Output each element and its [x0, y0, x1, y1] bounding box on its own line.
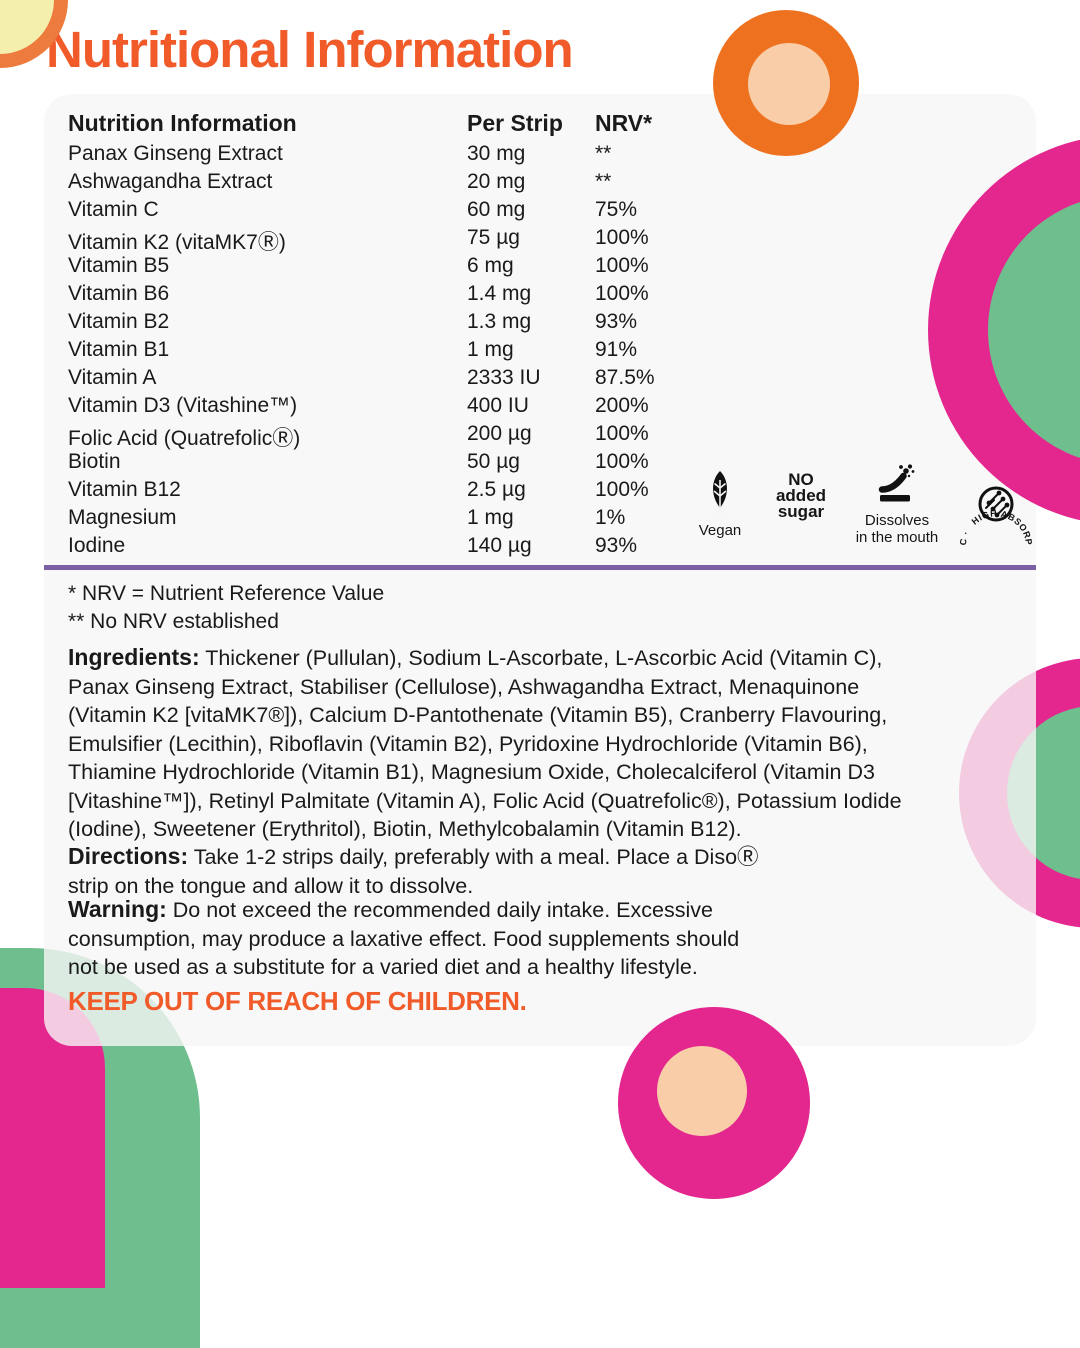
bottom-center-peach-circle — [657, 1046, 747, 1136]
nutrient-amount: 50 µg — [467, 450, 520, 473]
table-row: Biotin 50 µg 100% — [68, 450, 828, 478]
ingredients-paragraph: Ingredients: Thickener (Pullulan), Sodiu… — [68, 643, 910, 844]
nutrient-nrv: 100% — [595, 226, 649, 249]
table-row: Vitamin K2 (vitaMK7Ⓡ) 75 µg 100% — [68, 226, 828, 254]
page-title: Nutritional Information — [46, 21, 574, 78]
dissolves-badge: Dissolves in the mouth — [844, 464, 950, 546]
nutrient-name: Folic Acid (QuatrefolicⓇ) — [68, 427, 301, 450]
nutrient-amount: 30 mg — [467, 142, 526, 165]
nutrient-amount: 2333 IU — [467, 366, 541, 389]
table-row: Folic Acid (QuatrefolicⓇ) 200 µg 100% — [68, 422, 828, 450]
nutrient-name: Panax Ginseng Extract — [68, 142, 283, 165]
footnote-no-nrv: ** No NRV established — [68, 610, 279, 633]
nutrient-name: Biotin — [68, 450, 121, 473]
table-row: Vitamin C 60 mg 75% — [68, 198, 828, 226]
nutrient-name: Vitamin A — [68, 366, 157, 389]
nutrient-name: Vitamin D3 (Vitashine™) — [68, 394, 298, 417]
warning-text: Do not exceed the recommended daily inta… — [68, 898, 740, 979]
dissolves-label-line2: in the mouth — [855, 529, 939, 546]
vegan-leaf-icon — [713, 471, 727, 515]
nutrient-nrv: 1% — [595, 506, 626, 529]
nutrient-amount: 400 IU — [467, 394, 529, 417]
table-row: Vitamin B2 1.3 mg 93% — [68, 310, 828, 338]
table-row: Iodine 140 µg 93% — [68, 534, 828, 562]
vegan-label: Vegan — [698, 522, 742, 539]
nutrient-nrv: 100% — [595, 254, 649, 277]
nutrient-amount: 1.4 mg — [467, 282, 532, 305]
table-row: Vitamin A 2333 IU 87.5% — [68, 366, 828, 394]
nutrient-nrv: ** — [595, 170, 612, 193]
directions-paragraph: Directions: Take 1-2 strips daily, prefe… — [68, 842, 768, 900]
no-added-sugar-line3: sugar — [777, 502, 825, 521]
table-row: Magnesium 1 mg 1% — [68, 506, 828, 534]
nutrient-name: Iodine — [68, 534, 126, 557]
nutrient-name: Vitamin B12 — [68, 478, 181, 501]
nutrient-nrv: 100% — [595, 282, 649, 305]
nutrient-amount: 75 µg — [467, 226, 520, 249]
nutrient-amount: 140 µg — [467, 534, 532, 557]
absorbatec-badge: HIGH ABSORPTION · ABSORBATEC · — [956, 462, 1036, 546]
no-added-sugar-line2: added — [775, 486, 827, 505]
nutrient-amount: 1 mg — [467, 506, 514, 529]
nutrient-nrv: 91% — [595, 338, 638, 361]
nutrition-card: Nutrition Information Per Strip NRV* Pan… — [44, 94, 1036, 1046]
top-right-peach-circle — [748, 43, 830, 125]
dissolves-label: Dissolves in the mouth — [844, 512, 950, 546]
nutrient-name: Ashwagandha Extract — [68, 170, 273, 193]
nutrient-name: Vitamin B2 — [68, 310, 170, 333]
table-row: Ashwagandha Extract 20 mg ** — [68, 170, 828, 198]
table-row: Vitamin B12 2.5 µg 100% — [68, 478, 828, 506]
keep-out-of-reach-warning: KEEP OUT OF REACH OF CHILDREN. — [68, 986, 527, 1016]
warning-paragraph: Warning: Do not exceed the recommended d… — [68, 895, 760, 982]
col-header-nrv: NRV* — [595, 110, 653, 136]
ingredients-text: Thickener (Pullulan), Sodium L-Ascorbate… — [68, 646, 902, 841]
nutrient-nrv: 200% — [595, 394, 649, 417]
nutrient-amount: 200 µg — [467, 422, 532, 445]
vegan-badge: Vegan — [684, 470, 756, 539]
nutrition-table-rows: Panax Ginseng Extract 30 mg ** Ashwagand… — [68, 142, 828, 562]
no-added-sugar-badge: NO added sugar — [756, 470, 846, 521]
footnote-nrv: * NRV = Nutrient Reference Value — [68, 582, 385, 605]
nutrient-name: Vitamin B1 — [68, 338, 170, 361]
purple-divider — [44, 565, 1036, 570]
nutrient-name: Vitamin K2 (vitaMK7Ⓡ) — [68, 231, 286, 254]
ingredients-label: Ingredients: — [68, 644, 200, 670]
table-row: Vitamin D3 (Vitashine™) 400 IU 200% — [68, 394, 828, 422]
table-row: Vitamin B6 1.4 mg 100% — [68, 282, 828, 310]
dissolves-label-line1: Dissolves — [864, 512, 930, 529]
nutrient-name: Vitamin C — [68, 198, 159, 221]
nutrient-name: Vitamin B6 — [68, 282, 170, 305]
nutrient-nrv: 100% — [595, 422, 649, 445]
nutrient-amount: 2.5 µg — [467, 478, 526, 501]
nutrient-nrv: 93% — [595, 310, 638, 333]
nutrient-amount: 1 mg — [467, 338, 514, 361]
nutrient-amount: 1.3 mg — [467, 310, 532, 333]
svg-text:HIGH ABSORPTION · ABSORBATEC ·: HIGH ABSORPTION · ABSORBATEC · — [958, 508, 1034, 546]
col-header-nutrient: Nutrition Information — [68, 110, 297, 136]
nutrient-nrv: 100% — [595, 478, 649, 501]
absorbatec-ring-text: HIGH ABSORPTION · ABSORBATEC · — [958, 508, 1034, 546]
nutrient-nrv: 87.5% — [595, 366, 655, 389]
nutrient-nrv: 93% — [595, 534, 638, 557]
dissolving-strip-icon — [878, 464, 915, 502]
nutrient-amount: 6 mg — [467, 254, 514, 277]
nutrient-name: Vitamin B5 — [68, 254, 170, 277]
nutrient-amount: 60 mg — [467, 198, 526, 221]
nutrient-amount: 20 mg — [467, 170, 526, 193]
table-row: Panax Ginseng Extract 30 mg ** — [68, 142, 828, 170]
high-absorption-seal-icon: HIGH ABSORPTION · ABSORBATEC · — [958, 486, 1034, 546]
directions-text: Take 1-2 strips daily, preferably with a… — [68, 845, 759, 898]
table-row: Vitamin B5 6 mg 100% — [68, 254, 828, 282]
nutrient-nrv: 100% — [595, 450, 649, 473]
no-added-sugar-line1: NO — [788, 470, 814, 489]
nutrient-name: Magnesium — [68, 506, 177, 529]
directions-label: Directions: — [68, 843, 189, 869]
nutrition-table-header: Nutrition Information Per Strip NRV* — [68, 110, 828, 140]
nutrient-nrv: ** — [595, 142, 612, 165]
table-row: Vitamin B1 1 mg 91% — [68, 338, 828, 366]
warning-label: Warning: — [68, 896, 167, 922]
nutrient-nrv: 75% — [595, 198, 638, 221]
col-header-per-strip: Per Strip — [467, 110, 563, 136]
